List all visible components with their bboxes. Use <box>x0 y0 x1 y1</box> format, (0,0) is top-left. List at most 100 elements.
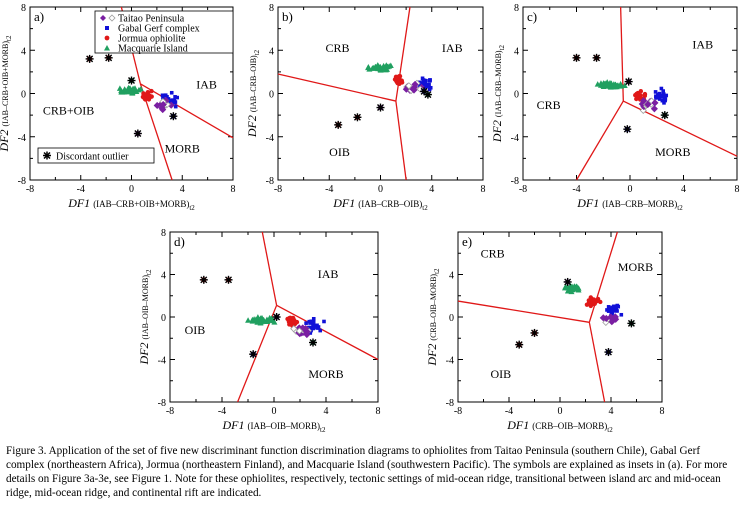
gabal-gerf-point <box>173 104 178 109</box>
taitao-point <box>651 99 659 107</box>
discordant-outlier-marker <box>133 129 142 138</box>
x-axis-main: DF1 <box>332 196 358 210</box>
gabal-gerf-point <box>421 78 426 82</box>
gabal-gerf-point <box>619 312 624 317</box>
y-axis-main: DF2 <box>0 126 11 152</box>
asterisk-stroke <box>134 130 142 138</box>
gabal-gerf-point <box>657 92 662 97</box>
discordant-outlier-marker <box>515 340 524 349</box>
region-label: IAB <box>442 41 463 55</box>
asterisk-stroke <box>353 113 361 121</box>
x-tick-label: 0 <box>272 406 277 417</box>
y-axis-sub: (IAB–OIB–MORB) <box>141 275 150 340</box>
x-tick-label: -4 <box>325 184 333 195</box>
y-axis-title: DF2 (IAB–CRB–OIB)t2 <box>245 49 261 138</box>
y-axis-main: DF2 <box>137 339 151 365</box>
figure-3: -8 -4 0 4 8 8 4 0 -4 -8 IAB CRB+OIB MORB a) DF1 (IAB–C… <box>0 3 740 434</box>
field-boundary-line <box>277 73 397 102</box>
panel-label: c) <box>527 9 537 24</box>
macquarie-point <box>380 62 387 69</box>
asterisk-stroke <box>169 112 177 120</box>
region-label: OIB <box>329 145 350 159</box>
gabal-gerf-point <box>315 325 319 330</box>
y-axis-title: DF2 (IAB–CRB–MORB)t2 <box>490 44 506 143</box>
y-tick-label: 0 <box>161 313 166 324</box>
gabal-gerf-point <box>165 94 169 99</box>
asterisk-stroke <box>424 91 432 99</box>
y-tick-label: 0 <box>514 90 519 101</box>
taitao-point <box>303 330 311 339</box>
asterisk-stroke <box>334 121 342 129</box>
asterisk-stroke <box>593 54 601 62</box>
asterisk-icon <box>43 151 51 160</box>
gabal-gerf-point <box>660 98 665 103</box>
jormua-point <box>145 93 151 99</box>
discordant-outlier-marker <box>530 328 539 337</box>
gabal-gerf-point <box>661 89 666 93</box>
macquarie-point <box>375 65 382 72</box>
macquarie-point <box>245 317 252 323</box>
gabal-gerf-point <box>659 93 664 97</box>
gabal-gerf-point <box>173 95 177 99</box>
gabal-gerf-point <box>308 331 313 335</box>
x-tick-label: 4 <box>324 406 329 417</box>
gabal-gerf-point <box>428 78 432 82</box>
gabal-gerf-point <box>170 99 174 104</box>
asterisk-stroke <box>625 78 633 86</box>
legend-item-label: Taitao Peninsula <box>118 14 185 25</box>
legend-box <box>94 10 234 54</box>
y-tick-label: 0 <box>269 90 274 101</box>
taitao-point <box>607 314 616 322</box>
x-axis-main: DF1 <box>222 418 248 432</box>
discordant-outlier-marker <box>624 77 633 86</box>
discordant-outlier-marker <box>272 313 281 321</box>
x-tick-label: 8 <box>481 184 486 195</box>
discordant-outlier-marker <box>572 53 581 62</box>
field-boundary-line <box>588 322 606 403</box>
discordant-outlier-marker <box>104 53 113 62</box>
discordant-outlier-marker <box>423 90 432 99</box>
gabal-gerf-point <box>318 328 323 333</box>
jormua-point <box>394 75 399 80</box>
jormua-point <box>149 88 154 94</box>
y-tick-label: -8 <box>158 398 166 409</box>
y-axis-title: DF2 (IAB–OIB–MORB)t2 <box>137 269 153 365</box>
macquarie-point <box>606 81 613 88</box>
gabal-gerf-point <box>160 93 165 98</box>
gabal-gerf-point <box>175 95 179 100</box>
field-boundary-line <box>588 231 618 323</box>
asterisk-stroke <box>627 319 635 327</box>
outlier-legend: Discordant outlier <box>37 147 155 164</box>
jormua-point <box>591 297 597 303</box>
diamond-filled-icon <box>100 15 106 21</box>
jormua-point <box>290 315 296 321</box>
legend-marker <box>104 35 110 41</box>
y-tick-label: 4 <box>514 46 519 57</box>
x-axis-suffix: t2 <box>189 204 195 212</box>
x-tick-label: 0 <box>129 184 134 195</box>
asterisk-stroke <box>661 111 669 119</box>
gabal-gerf-point <box>424 82 428 87</box>
outlier-legend-label: Discordant outlier <box>56 152 129 163</box>
taitao-point <box>409 85 417 93</box>
x-axis-title: DF1 (IAB–CRB+OIB+MORB)t2 <box>67 196 195 212</box>
x-axis-sub: (IAB–CRB–MORB) <box>602 199 677 209</box>
x-tick-label: 8 <box>735 184 740 195</box>
legend-item-label: Gabal Gerf complex <box>118 24 200 35</box>
jormua-point <box>595 296 601 302</box>
x-tick-label: 8 <box>376 406 381 417</box>
panel-c: -8 -4 0 4 8 8 4 0 -4 -8 IAB CRB MORB c) DF1 (IAB–CRB–M… <box>490 3 740 212</box>
asterisk-stroke <box>86 55 94 63</box>
region-label: MORB <box>618 260 653 274</box>
taitao-point <box>295 327 303 335</box>
x-axis-main: DF1 <box>506 418 532 432</box>
gabal-gerf-point <box>424 84 429 89</box>
x-tick-label: 0 <box>558 406 563 417</box>
plot-frame <box>277 6 484 181</box>
macquarie-point <box>271 319 278 325</box>
gabal-gerf-point <box>659 86 664 91</box>
gabal-gerf-point <box>322 319 326 324</box>
discordant-outlier-marker <box>604 348 613 357</box>
y-tick-label: 4 <box>449 271 454 282</box>
